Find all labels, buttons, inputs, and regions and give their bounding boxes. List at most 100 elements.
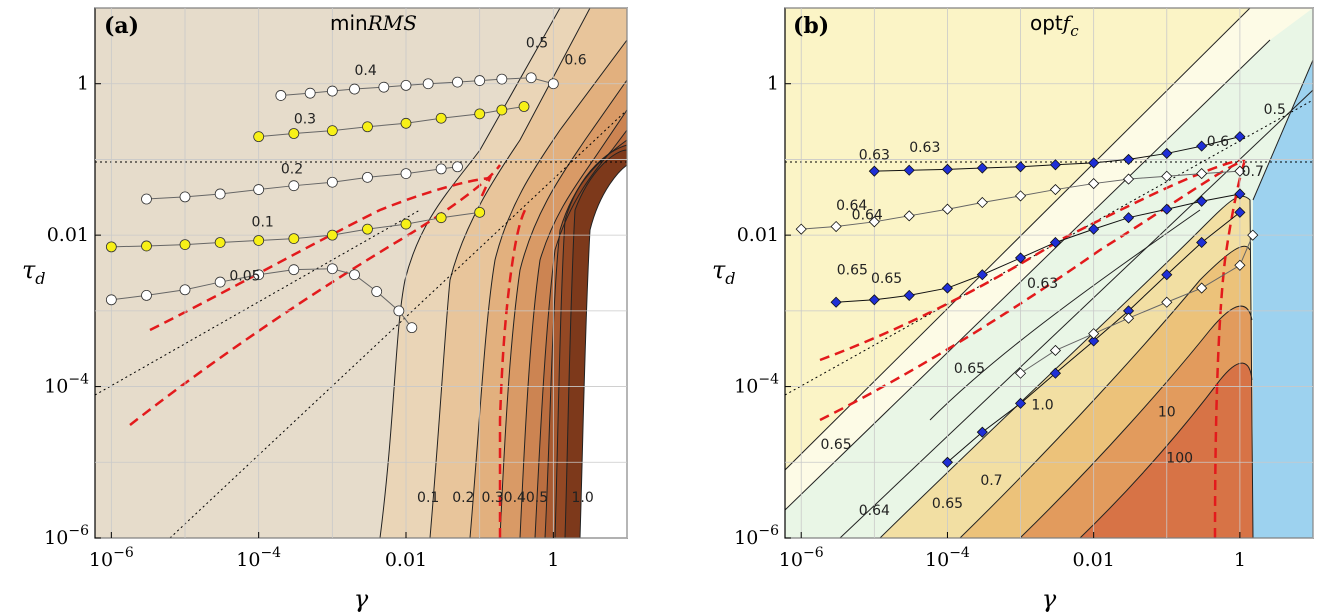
contour-label: 100 <box>1166 450 1193 466</box>
data-point <box>1049 367 1062 379</box>
data-point <box>179 191 191 203</box>
data-point <box>1049 159 1062 171</box>
series-group <box>941 206 1246 468</box>
data-point <box>214 276 226 288</box>
panel-a-contours <box>95 8 627 538</box>
panel-b-xlabel: γ <box>1042 585 1057 613</box>
data-point <box>406 322 418 334</box>
data-point <box>400 117 412 129</box>
data-point <box>1234 188 1246 200</box>
panel-a-title-math: RMS <box>367 11 417 35</box>
contour-label: 0.1 <box>417 490 439 506</box>
data-point <box>1014 190 1027 202</box>
data-point <box>1088 328 1100 340</box>
x-tick-label: 10−4 <box>236 545 281 571</box>
data-point <box>179 284 191 296</box>
contour-label: 1.0 <box>1031 397 1053 413</box>
data-point <box>304 87 316 99</box>
contour-label: 0.6 <box>1207 134 1229 150</box>
data-point <box>868 216 880 228</box>
panel-b-ylabel: τd <box>712 256 736 288</box>
data-point <box>1161 147 1173 159</box>
x-tick-label: 10−6 <box>779 545 824 571</box>
data-point <box>474 75 486 86</box>
data-point <box>1234 165 1246 177</box>
contour-label: 0.7 <box>980 473 1002 489</box>
data-point <box>1088 223 1100 235</box>
x-tick-label: 0.01 <box>385 549 427 571</box>
data-point <box>1161 203 1173 215</box>
data-point <box>326 229 338 241</box>
data-point <box>326 85 338 97</box>
panel-b-grid <box>785 7 1314 539</box>
data-point <box>496 73 508 85</box>
panel-b-title-prefix: opt <box>1030 11 1063 35</box>
data-point <box>1161 269 1173 281</box>
panel-a-title-prefix: min <box>330 11 368 35</box>
panel-a-ylabel-main: τ <box>22 256 36 284</box>
data-point <box>1196 140 1208 152</box>
data-point <box>1196 195 1208 207</box>
panel-a-contour-labels: 0.1 0.2 0.3 0.4 0.5 1.00.50.6 <box>417 36 594 506</box>
data-point <box>1049 183 1062 196</box>
panel-b-title-sub: c <box>1070 22 1079 40</box>
data-point <box>1234 259 1246 271</box>
contour-label: 0.3 <box>482 490 504 506</box>
series-label: 0.4 <box>355 63 377 79</box>
data-point <box>795 223 807 235</box>
data-point <box>525 72 537 84</box>
data-point <box>941 282 954 294</box>
data-point <box>1049 236 1062 249</box>
panel-a-ylabel-sub: d <box>35 269 45 288</box>
data-point <box>976 196 988 209</box>
contour-label: 0.5 <box>526 490 548 506</box>
data-point <box>976 162 988 174</box>
contour-label: 0.4 <box>504 490 526 506</box>
data-point <box>362 121 373 133</box>
contour-label: 0.65 <box>932 496 963 512</box>
y-tick-label: 10−6 <box>44 523 89 549</box>
data-point <box>1122 212 1135 224</box>
data-point <box>371 286 383 297</box>
contour-label: 0.6 <box>564 52 586 68</box>
contour-white-region <box>580 165 627 538</box>
panel-b-ylabel-sub: d <box>725 269 735 288</box>
data-point <box>868 294 880 306</box>
data-point <box>288 180 300 192</box>
data-point <box>326 125 338 137</box>
data-point <box>422 78 434 90</box>
series-group: 0.4 <box>275 63 559 101</box>
reference-lines-b <box>785 99 1313 396</box>
series-group: 0.64 <box>795 165 1246 235</box>
data-point <box>362 223 373 235</box>
data-point <box>435 163 447 175</box>
data-point <box>378 81 390 93</box>
series-label: 0.63 <box>909 140 940 156</box>
contour-label: 0.5 <box>1264 102 1286 118</box>
y-tick-label: 10−6 <box>734 523 779 549</box>
data-point <box>214 188 226 200</box>
contour-label: 0.64 <box>852 208 883 224</box>
series-group: 0.63 <box>868 131 1246 177</box>
data-point <box>830 296 842 308</box>
data-point <box>400 168 412 179</box>
data-point <box>253 235 265 246</box>
panel-a-xlabel: γ <box>354 585 369 613</box>
data-point <box>452 76 463 88</box>
data-point <box>349 269 360 281</box>
contour-label: 1.0 <box>572 490 594 506</box>
data-point <box>941 203 954 215</box>
series-group: 0.3 <box>253 101 530 143</box>
contour-label: 0.63 <box>1027 276 1058 292</box>
data-point <box>288 233 300 245</box>
series-label: 0.64 <box>836 198 867 214</box>
data-point <box>518 101 530 112</box>
series-line <box>146 166 458 200</box>
data-point <box>214 237 226 248</box>
data-point <box>1161 170 1173 182</box>
contour-lines <box>379 8 627 538</box>
x-tick-label: 1 <box>547 549 559 571</box>
red-dashed-boundaries-b <box>819 158 1247 538</box>
data-point <box>435 212 447 224</box>
data-point <box>1014 161 1027 173</box>
